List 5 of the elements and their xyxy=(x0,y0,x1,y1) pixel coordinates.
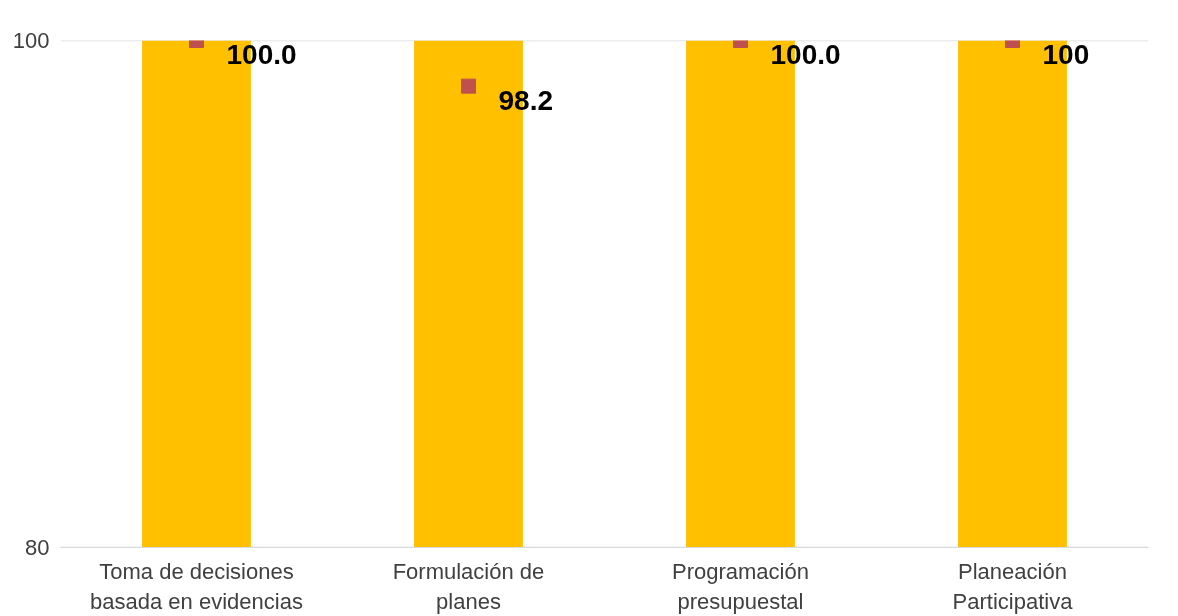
x-tick-label: Planeación Participativa xyxy=(952,558,1074,614)
x-tick-label: Toma de decisiones basada en evidencias xyxy=(90,558,303,614)
x-tick-label: Formulación de planes xyxy=(392,558,545,614)
y-tick-label: 80 xyxy=(25,535,50,560)
x-tick-label: Programación presupuestal xyxy=(672,558,809,614)
